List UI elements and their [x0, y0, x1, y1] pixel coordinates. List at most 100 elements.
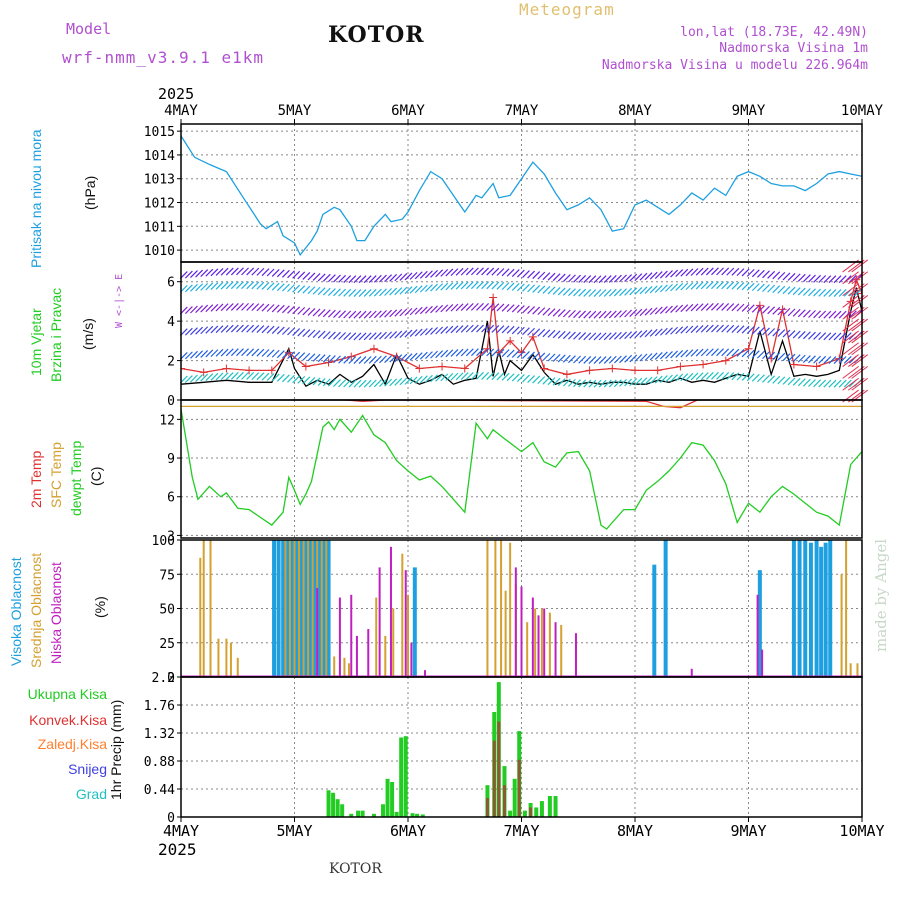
wind-glyph [215, 325, 224, 334]
wind-title-1: 10m Vjetar [28, 308, 44, 376]
y-tick-label: 75 [159, 568, 175, 583]
wind-glyph [762, 305, 770, 314]
wind-glyph [851, 330, 869, 344]
x-tick-label-bottom: 5MAY [276, 822, 312, 840]
wind-glyph [470, 371, 479, 380]
wind-glyph [389, 287, 398, 296]
wind-glyph [241, 281, 249, 290]
wind-glyph [491, 267, 500, 276]
wind-glyph [430, 283, 438, 292]
clouds-bar [322, 540, 327, 677]
wind-glyph [251, 303, 260, 312]
precip-legend-hail: Grad [75, 786, 107, 802]
clouds-bar [284, 540, 287, 677]
wind-glyph [394, 287, 403, 296]
wind-glyph [292, 375, 301, 384]
wind-glyph [731, 372, 740, 381]
clouds-bar [307, 540, 310, 677]
wind-glyph [593, 379, 602, 388]
wind-glyph [782, 307, 791, 316]
wind-glyph [445, 282, 454, 291]
wind-glyph [665, 350, 673, 359]
wind-glyph [659, 270, 668, 279]
clouds-bar [333, 656, 336, 677]
wind-glyph [629, 287, 638, 296]
wind-glyph [440, 326, 449, 334]
precip-bar [415, 813, 420, 817]
wind-glyph [619, 309, 627, 318]
wind-glyph [842, 271, 859, 285]
wind-glyph [450, 325, 459, 334]
clouds-bar [856, 663, 859, 677]
x-tick-label-bottom: 6MAY [390, 822, 426, 840]
wind-glyph [603, 275, 612, 284]
wind-glyph [522, 283, 530, 292]
wind-glyph [281, 305, 290, 314]
wind-glyph [685, 282, 694, 291]
wind-glyph [527, 375, 536, 383]
wind-glyph [200, 304, 209, 313]
wind-glyph [481, 324, 490, 333]
wind-glyph [215, 372, 224, 381]
wind-glyph [802, 288, 811, 296]
precip-bar [381, 804, 386, 817]
wind-glyph [828, 379, 837, 388]
wind-glyph [256, 267, 265, 276]
wind-glyph [557, 354, 566, 363]
wind-glyph [608, 310, 617, 319]
wind-glyph [486, 303, 495, 311]
wind-glyph [348, 332, 357, 341]
wind-glyph [266, 282, 275, 291]
wind-glyph [470, 302, 479, 311]
wind-glyph [511, 282, 520, 291]
wind-glyph [854, 288, 862, 297]
wind-glyph [542, 286, 551, 294]
x-tick-label-top: 9MAY [732, 103, 766, 119]
wind-glyph [236, 324, 244, 333]
wind-glyph [184, 375, 193, 383]
wind-glyph [210, 349, 219, 358]
wind-glyph [588, 379, 597, 388]
wind-glyph [307, 329, 316, 338]
wind-glyph [333, 274, 341, 283]
x-tick-label-bottom: 4MAY [163, 822, 199, 840]
wind-glyph [225, 348, 234, 357]
wind-glyph [716, 371, 724, 380]
wind-glyph [358, 379, 367, 388]
wind-glyph [644, 353, 653, 361]
wind-glyph [481, 348, 490, 357]
wind-glyph [746, 373, 755, 382]
wind-glyph [705, 281, 714, 290]
wind-glyph [736, 325, 745, 334]
wind-glyph [624, 378, 633, 387]
wind-glyph [716, 267, 724, 276]
wind-glyph [522, 327, 530, 336]
clouds-bar [560, 624, 563, 677]
wind-glyph [220, 372, 229, 381]
gust-marker [483, 344, 492, 353]
clouds-bar [407, 594, 409, 677]
watermark: made by Angel [872, 538, 890, 652]
clouds-bar [343, 657, 346, 677]
wind-glyph [496, 268, 505, 276]
wind-glyph [312, 308, 321, 317]
clouds-bar [537, 615, 540, 677]
wind-glyph [190, 270, 198, 278]
wind-glyph [619, 355, 627, 364]
wind-glyph [496, 303, 505, 312]
clouds-bar [404, 570, 407, 677]
precip-bar [522, 810, 527, 817]
temp-title-sfc: SFC Temp [48, 442, 64, 508]
wind-glyph [547, 308, 556, 317]
pressure-title: Pritisak na nivou mora [28, 129, 44, 268]
wind-glyph [547, 353, 556, 362]
clouds-bar [229, 642, 232, 677]
wind-glyph [700, 267, 709, 276]
wind-glyph [327, 309, 336, 318]
wind-glyph [338, 288, 347, 297]
y-tick-label: 1.32 [144, 727, 175, 742]
wind-glyph [445, 304, 454, 312]
wind-glyph [675, 373, 684, 382]
wind-glyph [230, 281, 239, 290]
wind-glyph [225, 324, 234, 333]
